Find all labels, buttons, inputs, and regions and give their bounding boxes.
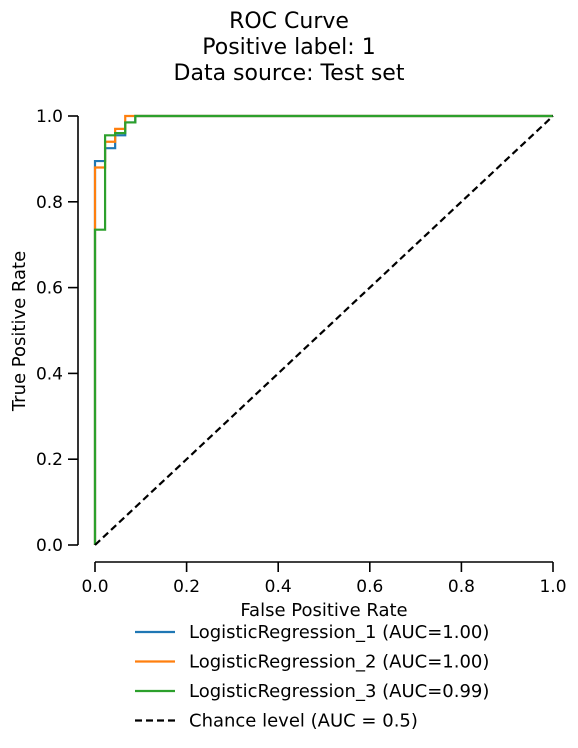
y-tick-label: 0.2 [36, 450, 63, 470]
chart-title-line-2: Positive label: 1 [202, 35, 375, 60]
legend-label: LogisticRegression_3 (AUC=0.99) [189, 681, 489, 702]
x-tick-label: 0.2 [173, 577, 200, 597]
series-layer [93, 114, 554, 546]
chart-title-line-1: ROC Curve [229, 9, 349, 34]
y-tick-label: 0.0 [36, 536, 63, 556]
chart-title: ROC Curve Positive label: 1 Data source:… [174, 9, 405, 86]
y-tick-label: 0.4 [36, 364, 63, 384]
x-tick-label: 0.6 [356, 577, 383, 597]
roc-curve-3 [93, 114, 553, 545]
chart-title-line-3: Data source: Test set [174, 61, 405, 86]
legend-label: LogisticRegression_1 (AUC=1.00) [189, 622, 489, 643]
x-tick-label: 0.0 [81, 577, 108, 597]
axes: 0.0 0.2 0.4 0.6 0.8 1.0 0.0 0.2 0.4 0.6 0.8 1.0 [36, 107, 567, 597]
x-tick-label: 0.4 [265, 577, 292, 597]
x-tick-label: 1.0 [539, 577, 566, 597]
legend: LogisticRegression_1 (AUC=1.00) LogisticR… [135, 622, 489, 732]
x-tick-label: 0.8 [448, 577, 475, 597]
y-tick-label: 1.0 [36, 107, 63, 127]
roc-curve-2 [93, 114, 553, 545]
y-tick-label: 0.8 [36, 193, 63, 213]
legend-label: LogisticRegression_2 (AUC=1.00) [189, 652, 489, 673]
legend-label: Chance level (AUC = 0.5) [189, 711, 418, 732]
chance-level-line [94, 115, 554, 546]
x-axis-label: False Positive Rate [240, 600, 407, 621]
y-tick-label: 0.6 [36, 279, 63, 299]
y-axis-label: True Positive Rate [9, 251, 30, 412]
